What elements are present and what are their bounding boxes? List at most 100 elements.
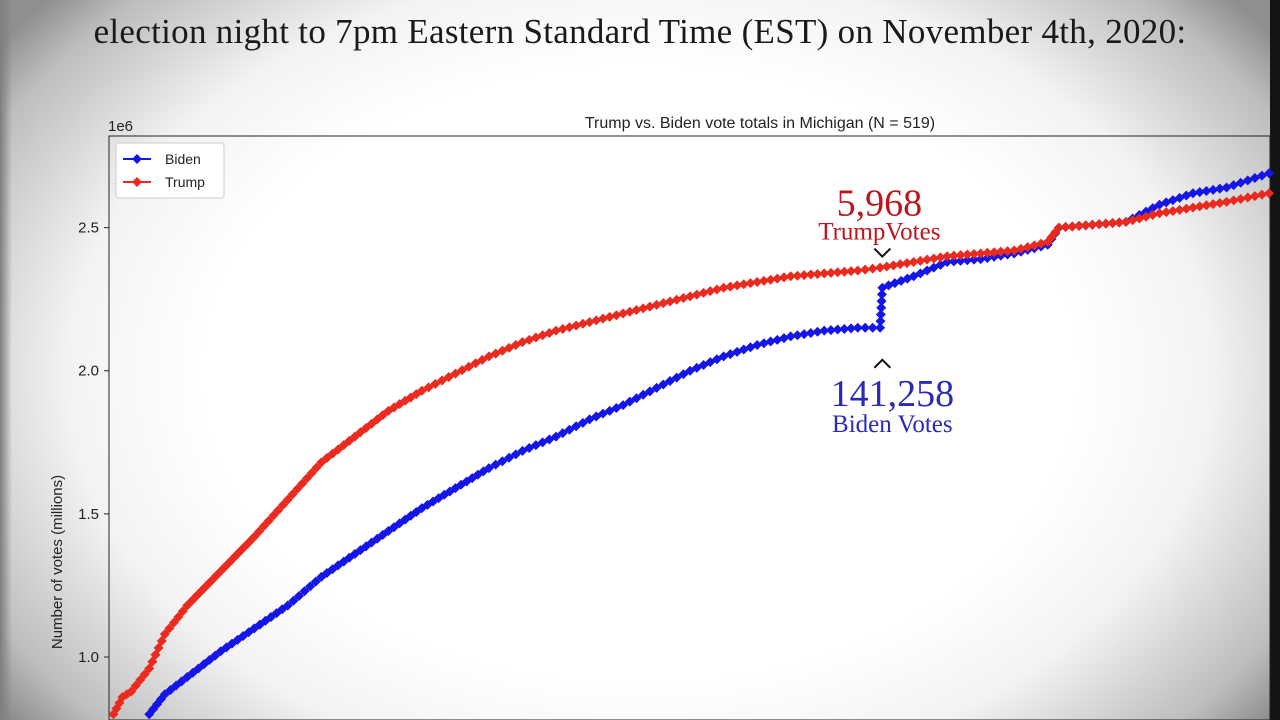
- biden-point: [948, 256, 959, 267]
- trump-point: [875, 262, 886, 273]
- trump-point: [792, 270, 803, 281]
- trump-point: [1154, 208, 1165, 219]
- trump-point: [738, 279, 749, 290]
- trump-point: [901, 258, 912, 269]
- trump-point: [915, 255, 926, 266]
- y-tick-label: 1.5: [78, 506, 99, 523]
- biden-point: [631, 393, 642, 404]
- biden-point: [1147, 203, 1158, 214]
- trump-point: [273, 505, 284, 516]
- trump-point: [297, 478, 308, 489]
- trump-point: [477, 354, 488, 365]
- biden-point: [405, 510, 416, 521]
- trump-point: [881, 261, 892, 272]
- trump-point: [799, 270, 810, 281]
- trump-point: [278, 499, 289, 510]
- trump-point: [732, 280, 743, 291]
- trump-point: [457, 365, 468, 376]
- biden-votes-value: 141,258: [831, 373, 955, 415]
- trump-point: [995, 246, 1006, 257]
- trump-point: [130, 680, 141, 691]
- biden-point: [305, 581, 316, 592]
- y-tick-label: 2.5: [78, 220, 99, 237]
- biden-point: [839, 323, 850, 334]
- biden-point: [982, 252, 993, 263]
- biden-point: [678, 369, 689, 380]
- biden-point: [671, 372, 682, 383]
- biden-point: [876, 302, 887, 313]
- biden-point: [812, 326, 823, 337]
- biden-point: [1141, 206, 1152, 217]
- trump-point: [819, 268, 830, 279]
- slide-caption: election night to 7pm Eastern Standard T…: [93, 12, 1187, 51]
- trump-point: [1002, 246, 1013, 257]
- trump-point: [470, 358, 481, 369]
- trump-point: [765, 274, 776, 285]
- trump-point: [772, 273, 783, 284]
- left-vignette-shade: [0, 0, 12, 720]
- trump-point: [1188, 202, 1199, 213]
- trump-point: [1107, 218, 1118, 229]
- biden-point: [504, 452, 515, 463]
- trump-point: [989, 247, 1000, 258]
- biden-point: [876, 296, 887, 307]
- trump-point: [825, 267, 836, 278]
- biden-point: [551, 431, 562, 442]
- biden-point: [955, 255, 966, 266]
- right-edge-bar: [1270, 0, 1280, 720]
- trump-point: [1264, 188, 1274, 199]
- biden-point: [942, 256, 953, 267]
- biden-point: [875, 309, 886, 320]
- biden-point: [510, 449, 521, 460]
- biden-point: [310, 576, 321, 587]
- trump-point: [1249, 191, 1260, 202]
- biden-point: [483, 463, 494, 474]
- trump-point: [1167, 206, 1178, 217]
- biden-point: [825, 325, 836, 336]
- trump-point: [135, 674, 146, 685]
- trump-point: [268, 510, 279, 521]
- trump-point: [258, 521, 269, 532]
- biden-point: [1264, 168, 1274, 179]
- trump-point: [1228, 195, 1239, 206]
- trump-point: [1235, 193, 1246, 204]
- biden-point: [792, 330, 803, 341]
- biden-point: [1201, 185, 1212, 196]
- biden-point: [665, 376, 676, 387]
- plot-frame-group: 1.0 1.5 2.0 2.5 Biden Trump: [78, 135, 1271, 720]
- trump-point: [1067, 221, 1078, 232]
- biden-point: [490, 459, 501, 470]
- trump-point: [311, 462, 322, 473]
- trump-point: [1221, 196, 1232, 207]
- trump-point: [1174, 204, 1185, 215]
- y-tick-label: 2.0: [78, 363, 99, 380]
- biden-point: [288, 595, 299, 606]
- biden-caret-icon: [873, 358, 892, 369]
- trump-point: [778, 272, 789, 283]
- trump-point: [263, 515, 274, 526]
- trump-point: [292, 483, 303, 494]
- biden-point: [1214, 183, 1225, 194]
- trump-point: [1094, 219, 1105, 230]
- biden-point: [819, 325, 830, 336]
- trump-point: [860, 264, 871, 275]
- trump-point: [430, 378, 441, 389]
- trump-point: [1181, 203, 1192, 214]
- trump-point: [908, 256, 919, 267]
- trump-point: [126, 686, 137, 697]
- trump-point: [1256, 189, 1267, 200]
- trump-point: [758, 275, 769, 286]
- trump-line: [112, 192, 1270, 715]
- y-offset-text: 1e6: [108, 118, 133, 135]
- trump-point: [718, 282, 729, 293]
- trump-point: [942, 251, 953, 262]
- trump-point: [805, 269, 816, 280]
- biden-point: [1194, 187, 1205, 198]
- biden-point: [860, 322, 871, 333]
- biden-point: [282, 600, 293, 611]
- biden-votes-label: Biden Votes: [832, 411, 953, 438]
- biden-point: [799, 329, 810, 340]
- biden-point: [299, 586, 310, 597]
